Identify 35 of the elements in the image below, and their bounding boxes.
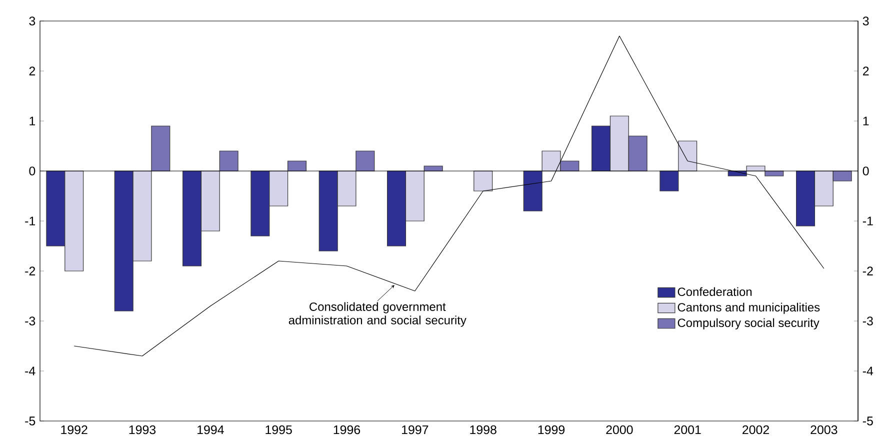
legend-label: Compulsory social security	[678, 318, 820, 330]
y2-tick-label: -5	[862, 416, 873, 426]
x-tick-label: 2000	[606, 425, 633, 434]
y2-tick-label: 1	[863, 116, 869, 126]
x-tick-label: 2001	[674, 425, 701, 434]
text: Consolidated government administration and social security	[288, 302, 466, 327]
y-tick-label: 3	[29, 16, 36, 26]
bar	[474, 170, 493, 192]
y2-tick-label: -4	[862, 366, 874, 376]
y2-tick-label: -2	[862, 266, 873, 276]
x-tick-label: 1999	[538, 425, 565, 434]
x-tick-label: 1998	[470, 425, 496, 434]
y-tick-label: 1	[30, 116, 36, 126]
y-tick-label: -2	[25, 266, 36, 276]
legend-label: Cantons and municipalities	[678, 302, 820, 314]
y2-tick-label: 0	[862, 166, 869, 176]
x-tick-label: 1992	[61, 425, 88, 434]
y-tick-label: 2	[29, 66, 36, 76]
y-tick-label: -3	[25, 316, 36, 326]
x-tick-label: 1994	[198, 425, 224, 434]
y2-tick-label: 3	[862, 16, 869, 26]
y2-tick-label: -1	[862, 216, 873, 226]
x-tick-label: 2002	[742, 425, 769, 434]
y-tick-label: -5	[25, 416, 36, 426]
x-tick-label: 1995	[266, 425, 292, 434]
x-tick-label: 1996	[334, 425, 360, 434]
y2-tick-label: -3	[862, 316, 873, 326]
x-tick-label: 2003	[810, 425, 838, 434]
x-tick-label: 1997	[402, 425, 428, 434]
x-tick-label: 1993	[129, 425, 156, 434]
legend-label: Confederation	[678, 287, 752, 296]
y-tick-label: 0	[29, 166, 36, 176]
y2-tick-label: 2	[862, 66, 869, 76]
y-tick-label: -4	[25, 366, 36, 376]
y-tick-label: -1	[25, 216, 36, 226]
